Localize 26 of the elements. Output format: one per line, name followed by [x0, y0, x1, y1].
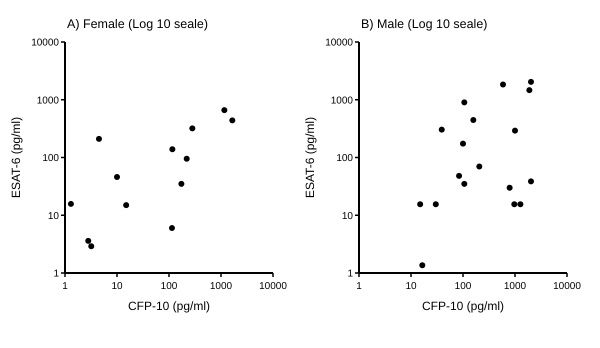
x-axis-title: CFP-10 (pg/ml) — [128, 299, 210, 313]
x-tick-label: 10 — [111, 281, 123, 292]
y-tick-label: 1000 — [330, 95, 354, 106]
x-tick-label: 1000 — [210, 281, 233, 292]
y-tick-label: 100 — [336, 153, 354, 164]
chart-title: A) Female (Log 10 seale) — [67, 17, 208, 31]
y-tick-label: 1 — [53, 268, 60, 280]
y-tick-label: 10 — [48, 210, 60, 222]
y-tick-label: 1000 — [36, 95, 60, 106]
x-tick-label: 1000 — [504, 281, 527, 292]
y-tick-label: 100 — [42, 153, 60, 164]
x-tick-label: 10000 — [259, 281, 288, 292]
chart-title: B) Male (Log 10 seale) — [361, 17, 488, 31]
y-tick-label: 10000 — [325, 38, 354, 48]
y-tick-label: 10 — [342, 210, 354, 222]
x-tick-label: 10 — [405, 281, 417, 292]
x-tick-label: 100 — [160, 281, 178, 292]
x-tick-label: 1 — [356, 281, 362, 292]
x-axis-title: CFP-10 (pg/ml) — [422, 299, 504, 313]
y-axis-title: ESAT-6 (pg/ml) — [9, 116, 23, 198]
y-tick-label: 1 — [347, 268, 354, 280]
x-tick-label: 10000 — [553, 281, 582, 292]
y-axis-title: ESAT-6 (pg/ml) — [303, 116, 317, 198]
x-tick-label: 1 — [62, 281, 68, 292]
y-tick-label: 10000 — [31, 38, 60, 48]
x-tick-label: 100 — [454, 281, 472, 292]
